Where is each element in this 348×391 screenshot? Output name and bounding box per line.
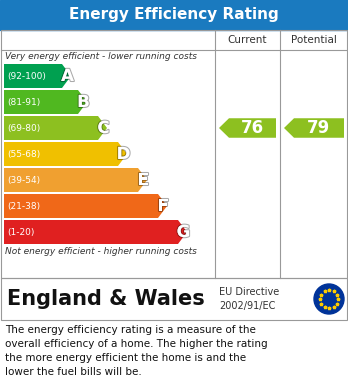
Text: A: A [61, 67, 74, 85]
Polygon shape [284, 118, 344, 138]
Bar [1, 278, 347, 320]
Text: F: F [158, 197, 169, 215]
Text: (1-20): (1-20) [7, 228, 34, 237]
Text: Current: Current [228, 35, 267, 45]
Polygon shape [219, 118, 276, 138]
Text: G: G [177, 223, 190, 241]
Text: B: B [77, 93, 90, 111]
Text: 2002/91/EC: 2002/91/EC [219, 301, 275, 311]
Text: England & Wales: England & Wales [7, 289, 205, 309]
Polygon shape [4, 220, 187, 244]
Text: E: E [138, 171, 149, 189]
Polygon shape [4, 116, 107, 140]
Text: Very energy efficient - lower running costs: Very energy efficient - lower running co… [5, 52, 197, 61]
Text: (92-100): (92-100) [7, 72, 46, 81]
Polygon shape [4, 90, 87, 114]
Bar [0, 0, 348, 30]
Polygon shape [4, 142, 127, 166]
Polygon shape [4, 168, 147, 192]
Text: The energy efficiency rating is a measure of the
overall efficiency of a home. T: The energy efficiency rating is a measur… [5, 325, 268, 377]
Text: (55-68): (55-68) [7, 149, 40, 158]
Text: Potential: Potential [291, 35, 337, 45]
Text: (69-80): (69-80) [7, 124, 40, 133]
Text: 79: 79 [307, 119, 331, 137]
Text: Not energy efficient - higher running costs: Not energy efficient - higher running co… [5, 247, 197, 256]
Text: EU Directive: EU Directive [219, 287, 279, 297]
Circle shape [314, 284, 344, 314]
Polygon shape [4, 194, 167, 218]
Text: D: D [117, 145, 130, 163]
Text: (39-54): (39-54) [7, 176, 40, 185]
Bar [1, 30, 347, 278]
Text: (21-38): (21-38) [7, 201, 40, 210]
Text: Energy Efficiency Rating: Energy Efficiency Rating [69, 7, 279, 23]
Text: C: C [97, 119, 110, 137]
Text: (81-91): (81-91) [7, 97, 40, 106]
Polygon shape [4, 64, 71, 88]
Text: 76: 76 [241, 119, 264, 137]
